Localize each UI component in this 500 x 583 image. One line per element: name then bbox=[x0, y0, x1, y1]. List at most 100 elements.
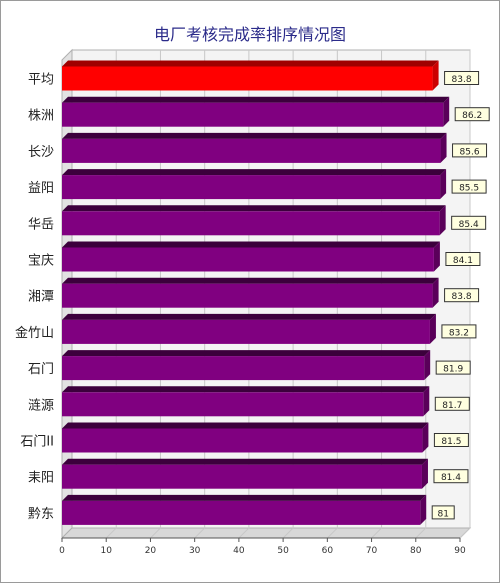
data-label-box bbox=[444, 288, 480, 303]
data-label-box bbox=[445, 252, 481, 266]
data-label: 83.8 bbox=[452, 292, 472, 302]
bar-end bbox=[432, 277, 439, 308]
grid-line bbox=[105, 527, 117, 539]
data-label: 81.9 bbox=[443, 365, 463, 375]
category-label: 石门 bbox=[28, 362, 54, 377]
bar-end bbox=[440, 132, 447, 163]
data-label: 85.6 bbox=[460, 147, 480, 157]
data-label: 86.2 bbox=[462, 111, 482, 121]
bar-end bbox=[424, 350, 431, 381]
data-label: 85.5 bbox=[459, 184, 479, 194]
bar-top bbox=[62, 386, 430, 393]
bar bbox=[62, 319, 430, 344]
bar-end bbox=[443, 96, 450, 127]
bar bbox=[62, 175, 441, 200]
bar-top bbox=[62, 96, 450, 103]
x-tick-label: 20 bbox=[145, 546, 157, 556]
data-label-box bbox=[454, 107, 490, 122]
bar bbox=[62, 247, 434, 272]
bar bbox=[62, 392, 424, 417]
bar-end bbox=[439, 205, 446, 236]
bar-top bbox=[62, 313, 436, 320]
x-tick-label: 60 bbox=[322, 546, 334, 556]
category-label: 长沙 bbox=[28, 145, 54, 160]
category-label: 耒阳 bbox=[28, 471, 54, 486]
bar bbox=[62, 464, 422, 489]
grid-line bbox=[459, 527, 471, 539]
grid-line bbox=[238, 527, 250, 539]
bar-end bbox=[433, 241, 440, 272]
floor bbox=[60, 527, 472, 539]
data-label-box bbox=[451, 179, 487, 194]
data-label: 81.4 bbox=[441, 473, 461, 483]
category-label: 平均 bbox=[28, 73, 54, 88]
bar bbox=[62, 66, 433, 91]
bar-top bbox=[62, 422, 429, 429]
bar-top bbox=[62, 277, 439, 284]
data-label-box bbox=[452, 143, 488, 158]
category-label: 石门II bbox=[20, 435, 54, 450]
category-label: 宝庆 bbox=[28, 254, 54, 269]
grid-line bbox=[371, 527, 382, 539]
data-label: 81.5 bbox=[441, 437, 461, 447]
category-label: 金竹山 bbox=[15, 325, 54, 341]
data-label-box bbox=[434, 396, 470, 411]
data-label-box bbox=[451, 215, 487, 230]
x-tick-label: 90 bbox=[454, 546, 466, 556]
data-label-box bbox=[441, 324, 477, 339]
data-label: 84.1 bbox=[453, 256, 473, 266]
x-axis-ticks: 0 10 20 30 40 50 60 70 80 90 bbox=[59, 537, 466, 556]
bars bbox=[62, 60, 450, 525]
grid-line bbox=[194, 527, 206, 539]
data-label-box bbox=[431, 505, 455, 520]
bar bbox=[62, 500, 421, 525]
category-label: 黔东 bbox=[28, 507, 54, 522]
bar-end bbox=[420, 494, 427, 525]
bar-end bbox=[423, 386, 430, 417]
bar-top bbox=[62, 60, 439, 67]
bar-end bbox=[440, 169, 447, 200]
data-label-box bbox=[433, 469, 469, 484]
bar-top bbox=[62, 132, 447, 139]
data-label: 85.4 bbox=[459, 220, 479, 230]
data-label-box bbox=[435, 360, 471, 375]
data-labels: 83.8 86.2 85.6 85.5 85.4 84.1 83.8 83.2 81.9 81.7… bbox=[431, 71, 490, 520]
bar bbox=[62, 428, 423, 453]
bar bbox=[62, 102, 444, 127]
bar-end bbox=[422, 422, 429, 453]
category-label: 株洲 bbox=[28, 109, 54, 124]
bar-end bbox=[432, 60, 439, 91]
bar bbox=[62, 138, 441, 163]
grid-line bbox=[326, 527, 338, 539]
bar bbox=[62, 356, 425, 381]
bar-top bbox=[62, 350, 431, 357]
x-tick-label: 40 bbox=[233, 546, 245, 556]
x-tick-label: 80 bbox=[410, 546, 422, 556]
bar bbox=[62, 211, 440, 236]
data-label-box bbox=[444, 71, 480, 85]
bar bbox=[62, 283, 433, 308]
grid-line bbox=[282, 527, 294, 539]
bar-top bbox=[62, 169, 447, 176]
data-label: 83.2 bbox=[449, 328, 469, 338]
bar-top bbox=[62, 205, 446, 212]
chart-title: 电厂考核完成率排序情况图 bbox=[154, 25, 346, 44]
bar-top bbox=[62, 241, 440, 248]
x-tick-label: 10 bbox=[100, 546, 112, 556]
data-label: 81.7 bbox=[442, 401, 462, 411]
data-label-box bbox=[433, 433, 469, 447]
category-label: 益阳 bbox=[28, 181, 54, 196]
x-tick-label: 0 bbox=[59, 546, 65, 556]
data-label: 81 bbox=[437, 509, 448, 519]
x-tick-label: 50 bbox=[277, 546, 289, 556]
category-label: 华岳 bbox=[28, 217, 54, 232]
bar-top bbox=[62, 494, 427, 501]
x-tick-label: 30 bbox=[189, 546, 201, 556]
x-tick-label: 70 bbox=[366, 546, 378, 556]
data-label: 83.8 bbox=[452, 75, 472, 85]
grid-line bbox=[150, 527, 161, 539]
grid-line bbox=[415, 527, 427, 539]
bar-end bbox=[429, 313, 436, 344]
